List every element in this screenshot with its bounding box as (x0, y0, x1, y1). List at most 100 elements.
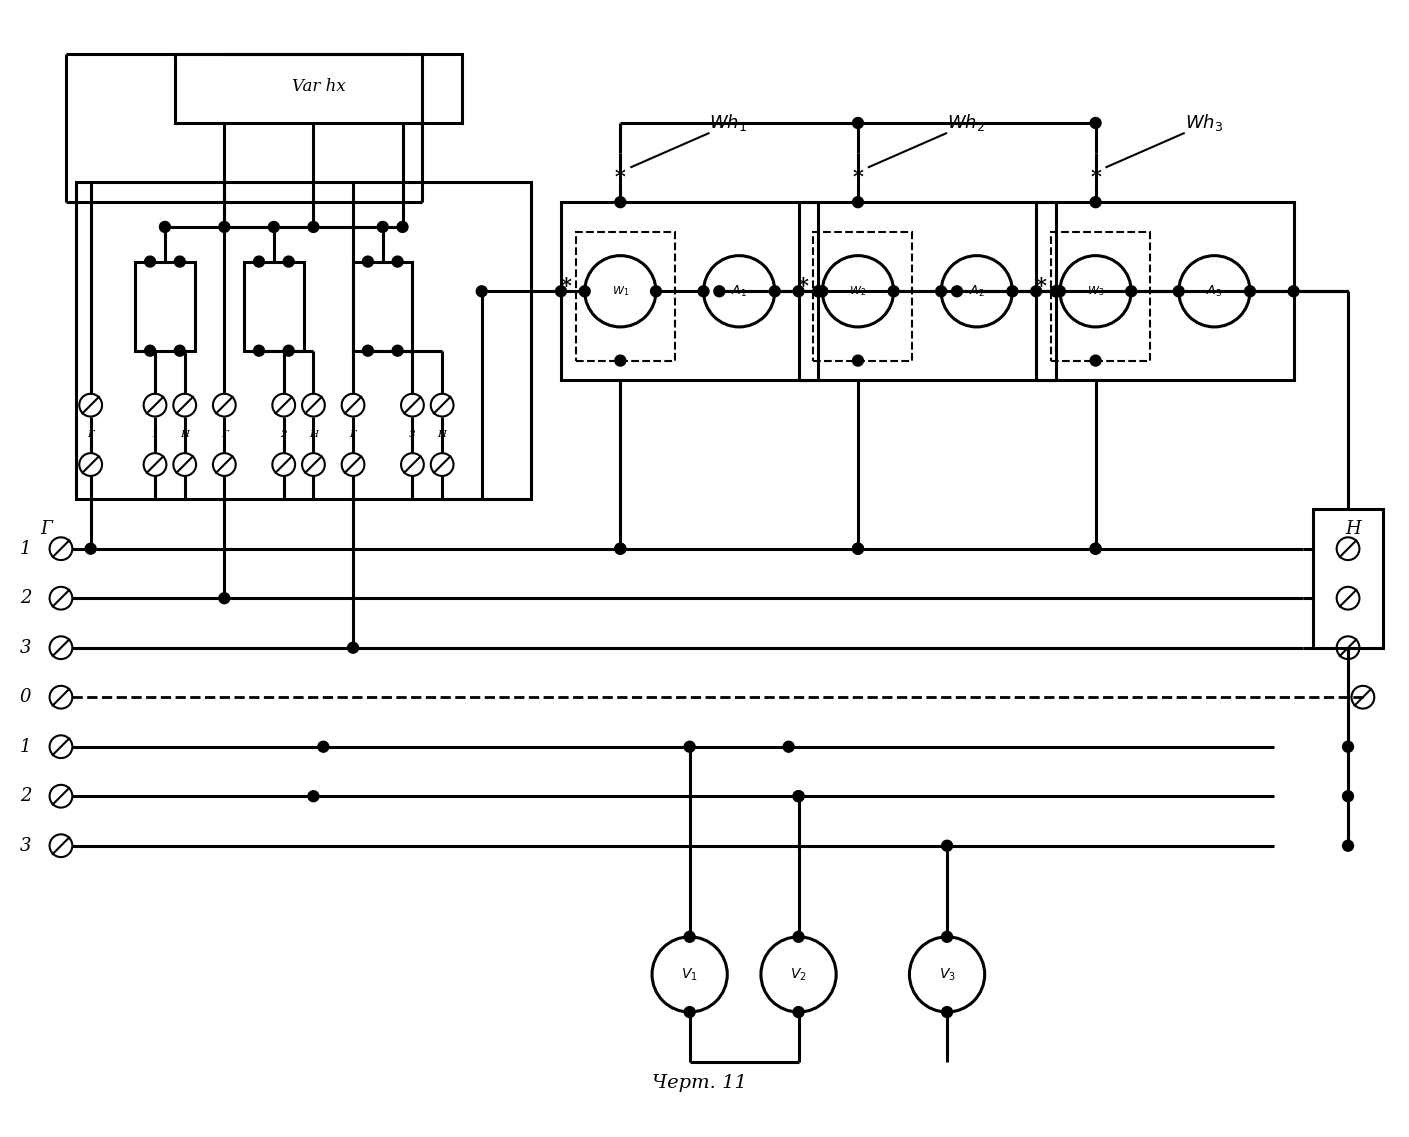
Circle shape (813, 285, 824, 297)
Circle shape (218, 222, 230, 232)
Text: $W_2$: $W_2$ (850, 284, 867, 298)
Circle shape (175, 346, 185, 356)
Circle shape (941, 1006, 952, 1018)
Bar (1051, 232, 1150, 360)
Circle shape (685, 741, 695, 753)
Circle shape (941, 931, 952, 943)
Circle shape (614, 355, 626, 366)
Circle shape (1091, 197, 1100, 208)
Bar (244, 262, 303, 350)
Circle shape (283, 256, 294, 267)
Circle shape (888, 285, 899, 297)
Bar (813, 232, 913, 360)
Text: $A_3$: $A_3$ (1206, 284, 1223, 299)
Text: Г: Г (349, 430, 356, 439)
Circle shape (218, 592, 230, 604)
Text: Г: Г (221, 430, 228, 439)
Text: 3: 3 (20, 639, 31, 657)
Bar (135, 262, 194, 350)
Circle shape (362, 256, 373, 267)
Circle shape (793, 285, 805, 297)
Circle shape (159, 222, 170, 232)
Text: 0: 0 (20, 688, 31, 706)
Circle shape (685, 931, 695, 943)
Circle shape (614, 543, 626, 554)
Circle shape (783, 741, 795, 753)
Text: 1: 1 (152, 430, 158, 439)
Circle shape (283, 346, 294, 356)
Circle shape (555, 285, 566, 297)
Circle shape (1051, 285, 1061, 297)
Text: 2: 2 (280, 430, 287, 439)
Circle shape (951, 285, 962, 297)
Text: Н: Н (309, 430, 318, 439)
Text: 3: 3 (20, 837, 31, 855)
Circle shape (614, 543, 626, 554)
Circle shape (1091, 543, 1100, 554)
Circle shape (1091, 543, 1100, 554)
Circle shape (1174, 285, 1184, 297)
Text: $V_3$: $V_3$ (938, 966, 955, 982)
Circle shape (145, 256, 155, 267)
Bar (175, 53, 462, 123)
Circle shape (793, 790, 805, 802)
Text: Н: Н (1346, 520, 1361, 538)
Circle shape (852, 543, 864, 554)
Text: 1: 1 (20, 738, 31, 756)
Circle shape (392, 346, 403, 356)
Bar (561, 202, 819, 381)
Circle shape (254, 346, 265, 356)
Circle shape (318, 741, 328, 753)
Circle shape (1054, 285, 1065, 297)
Circle shape (309, 222, 318, 232)
Circle shape (1343, 741, 1354, 753)
Circle shape (1343, 790, 1354, 802)
Bar (799, 202, 1055, 381)
Circle shape (175, 256, 185, 267)
Circle shape (1091, 117, 1100, 128)
Text: Черт. 11: Черт. 11 (652, 1074, 747, 1093)
Circle shape (769, 285, 781, 297)
Circle shape (1288, 285, 1299, 297)
Circle shape (397, 222, 409, 232)
Circle shape (793, 1006, 805, 1018)
Circle shape (614, 197, 626, 208)
Circle shape (1244, 285, 1255, 297)
Circle shape (268, 222, 279, 232)
Bar (76, 182, 531, 499)
Circle shape (348, 642, 358, 653)
Bar (1036, 202, 1293, 381)
Text: 1: 1 (20, 540, 31, 558)
Circle shape (852, 355, 864, 366)
Circle shape (1343, 840, 1354, 852)
Circle shape (941, 840, 952, 852)
Text: Н: Н (180, 430, 189, 439)
Text: $A_2$: $A_2$ (969, 284, 985, 299)
Text: $V_1$: $V_1$ (682, 966, 697, 982)
Text: 2: 2 (20, 589, 31, 607)
Circle shape (85, 543, 96, 554)
Text: $Wh_3$: $Wh_3$ (1185, 111, 1223, 133)
Circle shape (1051, 285, 1061, 297)
Text: $W_1$: $W_1$ (612, 284, 628, 298)
Text: $A_1$: $A_1$ (731, 284, 747, 299)
Circle shape (651, 285, 661, 297)
Circle shape (817, 285, 827, 297)
Text: *: * (797, 276, 809, 297)
Text: Г: Г (87, 430, 94, 439)
Text: $Wh_1$: $Wh_1$ (710, 111, 748, 133)
Text: $W_3$: $W_3$ (1086, 284, 1105, 298)
Bar (1313, 509, 1382, 648)
Text: $Wh_2$: $Wh_2$ (947, 111, 985, 133)
Bar (576, 232, 675, 360)
Circle shape (1126, 285, 1137, 297)
Circle shape (813, 285, 824, 297)
Circle shape (309, 790, 318, 802)
Circle shape (936, 285, 947, 297)
Circle shape (697, 285, 709, 297)
Circle shape (378, 222, 387, 232)
Circle shape (1091, 355, 1100, 366)
Text: 3: 3 (409, 430, 416, 439)
Text: *: * (561, 276, 571, 297)
Circle shape (852, 197, 864, 208)
